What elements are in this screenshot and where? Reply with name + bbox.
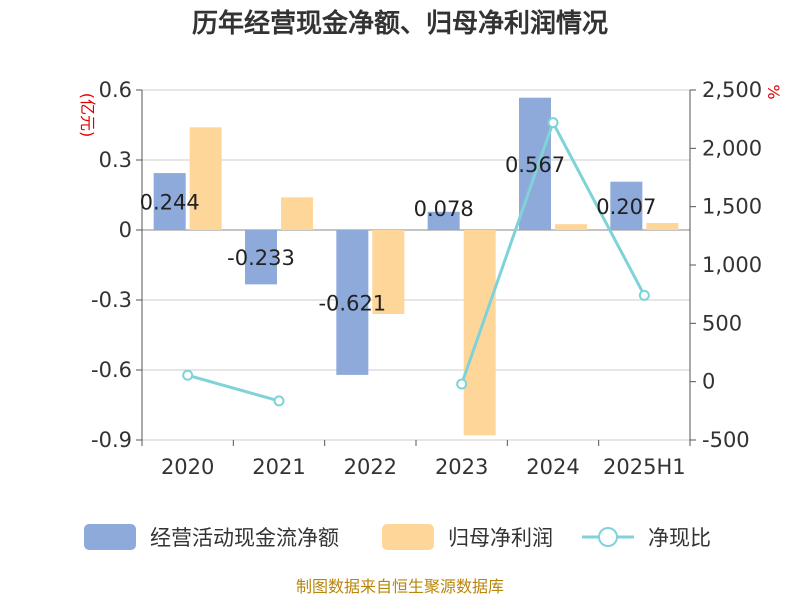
net-profit-bar bbox=[189, 127, 222, 230]
legend-label[interactable]: 经营活动现金流净额 bbox=[150, 526, 339, 550]
cashflow-bar bbox=[427, 211, 460, 230]
cashflow-data-label: -0.233 bbox=[227, 246, 295, 270]
cashflow-bar bbox=[245, 230, 277, 285]
ratio-line-segment bbox=[187, 373, 280, 403]
chart-title: 历年经营现金净额、归母净利润情况 bbox=[192, 8, 608, 39]
ratio-point bbox=[456, 378, 468, 390]
ratio-point bbox=[638, 289, 650, 301]
x-tick-label: 2025H1 bbox=[603, 455, 686, 479]
left-axis-unit: (亿元) bbox=[78, 93, 97, 138]
legend-swatch[interactable] bbox=[382, 524, 434, 550]
left-tick-label: -0.3 bbox=[91, 288, 132, 312]
right-tick-label: -500 bbox=[702, 428, 750, 452]
legend[interactable]: 经营活动现金流净额 归母净利润 净现比 bbox=[84, 524, 711, 550]
net-profit-bar bbox=[372, 230, 405, 314]
net-profit-bar bbox=[555, 224, 587, 230]
ratio-point bbox=[182, 369, 194, 381]
cashflow-data-label: 0.078 bbox=[414, 197, 474, 221]
cashflow-data-label: 0.207 bbox=[596, 195, 656, 219]
legend-swatch-marker[interactable] bbox=[598, 527, 618, 547]
left-tick-label: 0.6 bbox=[99, 78, 132, 102]
x-tick-label: 2022 bbox=[344, 455, 397, 479]
cashflow-data-label: 0.244 bbox=[140, 191, 200, 215]
ratio-point bbox=[273, 395, 285, 407]
left-tick-label: -0.9 bbox=[91, 428, 132, 452]
axes: 0.6 0.3 0 -0.3 -0.6 -0.9 2,500 2,000 1,500 1,000 5… bbox=[91, 78, 762, 479]
cashflow-data-label: 0.567 bbox=[505, 153, 565, 177]
ratio-point bbox=[547, 117, 559, 129]
gridlines bbox=[142, 89, 690, 441]
left-tick-label: 0 bbox=[119, 218, 132, 242]
legend-swatch[interactable] bbox=[84, 524, 136, 550]
net-profit-bar bbox=[646, 223, 679, 230]
net-profit-bar bbox=[281, 197, 313, 230]
right-tick-label: 2,000 bbox=[702, 136, 762, 160]
left-tick-label: 0.3 bbox=[99, 148, 132, 172]
right-tick-label: 1,500 bbox=[702, 195, 762, 219]
cashflow-bar bbox=[610, 181, 643, 230]
cashflow-bar bbox=[153, 173, 186, 230]
x-tick-label: 2024 bbox=[526, 455, 579, 479]
legend-label[interactable]: 净现比 bbox=[648, 526, 711, 550]
right-tick-label: 500 bbox=[702, 311, 742, 335]
right-tick-label: 1,000 bbox=[702, 253, 762, 277]
cashflow-data-label: -0.621 bbox=[318, 291, 386, 315]
x-tick-label: 2020 bbox=[161, 455, 214, 479]
right-axis-unit: % bbox=[764, 84, 783, 99]
source-note: 制图数据来自恒生聚源数据库 bbox=[296, 577, 504, 596]
ratio-line-series bbox=[182, 117, 650, 407]
data-labels: 0.244 -0.233 -0.621 0.078 0.567 0.207 bbox=[140, 153, 657, 316]
left-tick-label: -0.6 bbox=[91, 358, 132, 382]
right-tick-label: 2,500 bbox=[702, 78, 762, 102]
legend-label[interactable]: 归母净利润 bbox=[448, 526, 553, 550]
x-tick-label: 2023 bbox=[435, 455, 488, 479]
x-tick-label: 2021 bbox=[252, 455, 305, 479]
cashflow-bar bbox=[336, 230, 369, 375]
right-tick-label: 0 bbox=[702, 370, 715, 394]
